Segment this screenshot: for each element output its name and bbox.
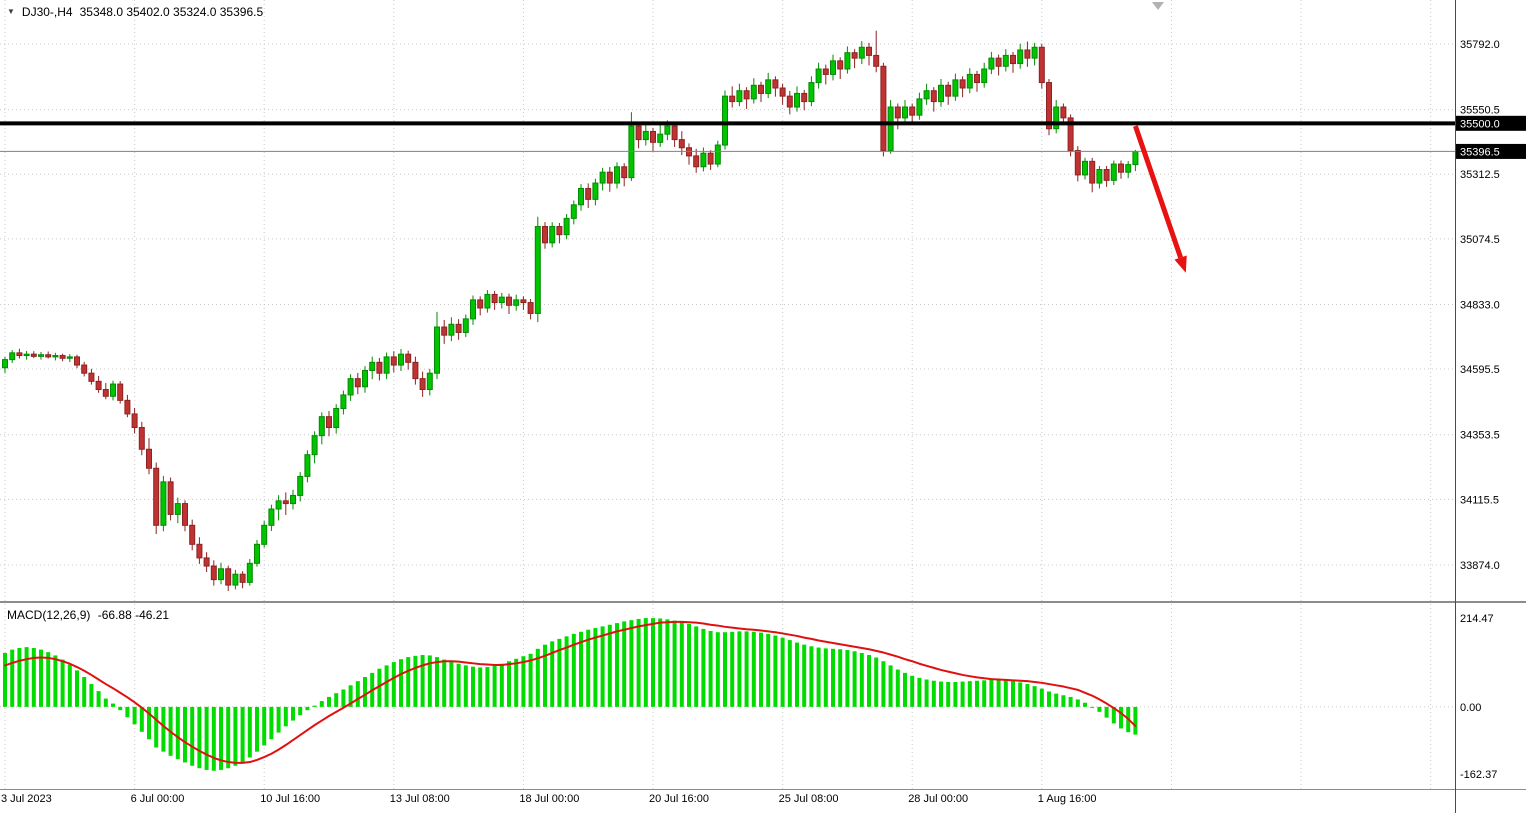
svg-text:35396.5: 35396.5	[1460, 146, 1500, 158]
svg-text:214.47: 214.47	[1460, 613, 1494, 625]
macd-name: MACD(12,26,9)	[7, 608, 91, 622]
svg-text:0.00: 0.00	[1460, 702, 1481, 714]
svg-text:35792.0: 35792.0	[1460, 39, 1500, 51]
time-axis: 3 Jul 2023 6 Jul 00:00 10 Jul 16:00 13 Jul …	[1, 793, 1097, 805]
symbol-timeframe-label: DJ30-,H4	[21, 5, 73, 19]
svg-text:34833.0: 34833.0	[1460, 299, 1500, 311]
svg-text:34115.5: 34115.5	[1460, 494, 1499, 506]
price-axis: 35792.0 35550.5 35312.5 35074.5 34833.0 34595…	[1456, 39, 1526, 572]
svg-text:25 Jul 08:00: 25 Jul 08:00	[779, 793, 839, 805]
svg-text:28 Jul 00:00: 28 Jul 00:00	[908, 793, 968, 805]
svg-text:34353.5: 34353.5	[1460, 430, 1500, 442]
svg-text:13 Jul 08:00: 13 Jul 08:00	[390, 793, 450, 805]
quote-ohlc-values: 35348.0 35402.0 35324.0 35396.5	[79, 5, 264, 19]
svg-text:33874.0: 33874.0	[1460, 560, 1500, 572]
macd-histogram	[3, 618, 1138, 771]
svg-text:18 Jul 00:00: 18 Jul 00:00	[519, 793, 579, 805]
svg-text:10 Jul 16:00: 10 Jul 16:00	[260, 793, 320, 805]
svg-text:35550.5: 35550.5	[1460, 105, 1500, 117]
svg-text:20 Jul 16:00: 20 Jul 16:00	[649, 793, 709, 805]
chart-shift-marker-icon[interactable]	[1152, 2, 1164, 10]
grid	[0, 0, 1455, 789]
candles	[2, 30, 1139, 592]
svg-text:3 Jul 2023: 3 Jul 2023	[1, 793, 52, 805]
svg-text:35500.0: 35500.0	[1460, 118, 1500, 130]
quote-overlay: ▼ DJ30-,H4 35348.0 35402.0 35324.0 35396…	[7, 5, 263, 19]
svg-text:-162.37: -162.37	[1460, 769, 1497, 781]
svg-text:6 Jul 00:00: 6 Jul 00:00	[131, 793, 185, 805]
svg-text:1 Aug 16:00: 1 Aug 16:00	[1038, 793, 1097, 805]
svg-text:35312.5: 35312.5	[1460, 169, 1500, 181]
one-click-trading-toggle-icon[interactable]: ▼	[7, 7, 15, 16]
macd-axis: 214.47 0.00 -162.37	[1460, 613, 1497, 781]
trend-arrow	[1133, 125, 1187, 273]
svg-text:34595.5: 34595.5	[1460, 364, 1500, 376]
svg-text:35074.5: 35074.5	[1460, 234, 1500, 246]
macd-signal-line	[4, 620, 1137, 764]
macd-values: -66.88 -46.21	[97, 608, 170, 622]
macd-indicator-label: MACD(12,26,9) -66.88 -46.21	[7, 608, 173, 622]
